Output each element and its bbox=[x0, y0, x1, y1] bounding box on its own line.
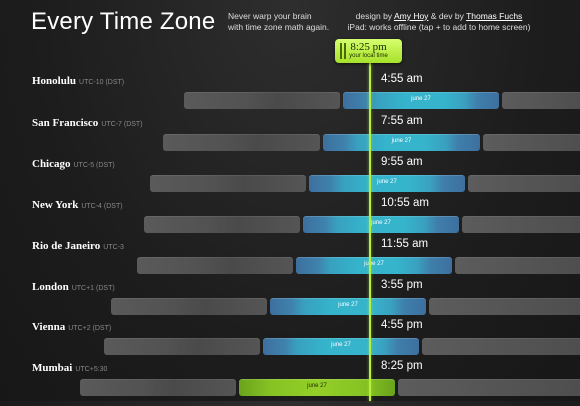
zone-city: New York bbox=[32, 199, 79, 211]
timeline-current-day[interactable]: june 27 bbox=[239, 379, 395, 396]
zone-city: Honolulu bbox=[32, 75, 77, 87]
zone-name: Mumbai UTC+5:30 bbox=[32, 362, 107, 374]
timeline-previous-day[interactable] bbox=[80, 379, 236, 396]
timeline-previous-day[interactable] bbox=[150, 175, 306, 192]
zone-row-london: London UTC+1 (DST) 3:55 pm june 27 bbox=[0, 279, 580, 325]
zone-city: Vienna bbox=[32, 321, 66, 333]
timeline-current-day[interactable]: june 27 bbox=[303, 216, 459, 233]
zone-row-honolulu: Honolulu UTC-10 (DST) 4:55 am june 27 bbox=[0, 73, 580, 119]
zone-row-new-york: New York UTC-4 (DST) 10:55 am june 27 bbox=[0, 197, 580, 243]
timeline-previous-day[interactable] bbox=[184, 92, 340, 109]
zone-name: Vienna UTC+2 (DST) bbox=[32, 321, 111, 333]
zone-time: 10:55 am bbox=[381, 197, 429, 209]
day-label: june 27 bbox=[364, 261, 384, 267]
zone-row-rio-de-janeiro: Rio de Janeiro UTC-3 11:55 am june 27 bbox=[0, 238, 580, 284]
zone-row-vienna: Vienna UTC+2 (DST) 4:55 pm june 27 bbox=[0, 319, 580, 365]
zone-name: New York UTC-4 (DST) bbox=[32, 199, 123, 211]
day-label: june 27 bbox=[331, 342, 351, 348]
day-label: june 27 bbox=[391, 138, 412, 144]
zone-offset: UTC-7 (DST) bbox=[101, 121, 143, 128]
timeline-next-day[interactable] bbox=[502, 92, 580, 109]
day-label: june 27 bbox=[377, 179, 397, 185]
zone-time: 9:55 am bbox=[381, 156, 423, 168]
timeline-current-day[interactable]: june 27 bbox=[323, 134, 480, 151]
current-time-label: your local time bbox=[349, 53, 388, 59]
zone-city: Rio de Janeiro bbox=[32, 240, 101, 252]
current-time-handle[interactable]: 8:25 pm your local time bbox=[335, 39, 402, 63]
zone-time: 3:55 pm bbox=[381, 279, 423, 291]
tagline-line-1: Never warp your brain bbox=[228, 11, 312, 21]
timeline-next-day[interactable] bbox=[398, 379, 580, 396]
zone-offset: UTC-4 (DST) bbox=[81, 203, 123, 210]
current-time-line[interactable] bbox=[369, 62, 371, 401]
timeline-previous-day[interactable] bbox=[137, 257, 293, 274]
timeline-current-day[interactable]: june 27 bbox=[309, 175, 465, 192]
zone-row-san-francisco: San Francisco UTC-7 (DST) 7:55 am june 27 bbox=[0, 115, 580, 161]
zone-time: 7:55 am bbox=[381, 115, 423, 127]
app-title: Every Time Zone bbox=[31, 8, 216, 35]
timeline-current-day[interactable]: june 27 bbox=[343, 92, 499, 109]
drag-grip-icon bbox=[340, 43, 346, 59]
day-label: june 27 bbox=[411, 96, 431, 102]
timeline-current-day[interactable]: june 27 bbox=[296, 257, 452, 274]
timeline-next-day[interactable] bbox=[483, 134, 580, 151]
zone-offset: UTC-5 (DST) bbox=[73, 162, 115, 169]
tagline-line-2: with time zone math again. bbox=[228, 22, 330, 32]
zone-name: Honolulu UTC-10 (DST) bbox=[32, 75, 124, 87]
credits-line: design by Amy Hoy & dev by Thomas Fuchs bbox=[334, 11, 544, 22]
timeline-previous-day[interactable] bbox=[163, 134, 320, 151]
zone-row-mumbai: Mumbai UTC+5:30 8:25 pm june 27 bbox=[0, 360, 580, 406]
day-label: june 27 bbox=[338, 302, 358, 308]
zone-city: Mumbai bbox=[32, 362, 73, 374]
ipad-note: iPad: works offline (tap + to add to hom… bbox=[347, 22, 531, 32]
timeline-current-day[interactable]: june 27 bbox=[270, 298, 426, 315]
zone-offset: UTC+1 (DST) bbox=[71, 285, 115, 292]
credits-prefix: design by bbox=[355, 11, 394, 21]
timeline-next-day[interactable] bbox=[462, 216, 580, 233]
tagline: Never warp your brain with time zone mat… bbox=[228, 11, 329, 33]
developer-link[interactable]: Thomas Fuchs bbox=[466, 11, 523, 21]
zone-city: London bbox=[32, 281, 69, 293]
current-time-value: 8:25 pm bbox=[350, 41, 387, 53]
timeline-current-day[interactable]: june 27 bbox=[263, 338, 419, 355]
zone-time: 8:25 pm bbox=[381, 360, 423, 372]
zone-row-chicago: Chicago UTC-5 (DST) 9:55 am june 27 bbox=[0, 156, 580, 202]
timeline-next-day[interactable] bbox=[468, 175, 580, 192]
zone-time: 11:55 am bbox=[381, 238, 429, 250]
zone-offset: UTC+5:30 bbox=[75, 366, 108, 373]
timeline-previous-day[interactable] bbox=[104, 338, 260, 355]
credits: design by Amy Hoy & dev by Thomas Fuchs … bbox=[334, 11, 544, 33]
timeline-previous-day[interactable] bbox=[111, 298, 267, 315]
zone-city: Chicago bbox=[32, 158, 71, 170]
day-label: june 27 bbox=[307, 383, 327, 389]
zone-time: 4:55 pm bbox=[381, 319, 423, 331]
timeline-next-day[interactable] bbox=[455, 257, 580, 274]
timeline-next-day[interactable] bbox=[429, 298, 580, 315]
day-label: june 27 bbox=[371, 220, 391, 226]
zone-offset: UTC+2 (DST) bbox=[68, 325, 112, 332]
zone-name: Rio de Janeiro UTC-3 bbox=[32, 240, 124, 252]
timeline-previous-day[interactable] bbox=[144, 216, 300, 233]
zone-offset: UTC-10 (DST) bbox=[79, 79, 125, 86]
zone-name: Chicago UTC-5 (DST) bbox=[32, 158, 115, 170]
zone-city: San Francisco bbox=[32, 117, 99, 129]
credits-mid: & dev by bbox=[428, 11, 467, 21]
zone-time: 4:55 am bbox=[381, 73, 423, 85]
timeline-next-day[interactable] bbox=[422, 338, 580, 355]
zone-name: San Francisco UTC-7 (DST) bbox=[32, 117, 143, 129]
designer-link[interactable]: Amy Hoy bbox=[393, 11, 429, 21]
zone-offset: UTC-3 bbox=[103, 244, 124, 251]
zone-name: London UTC+1 (DST) bbox=[32, 281, 115, 293]
